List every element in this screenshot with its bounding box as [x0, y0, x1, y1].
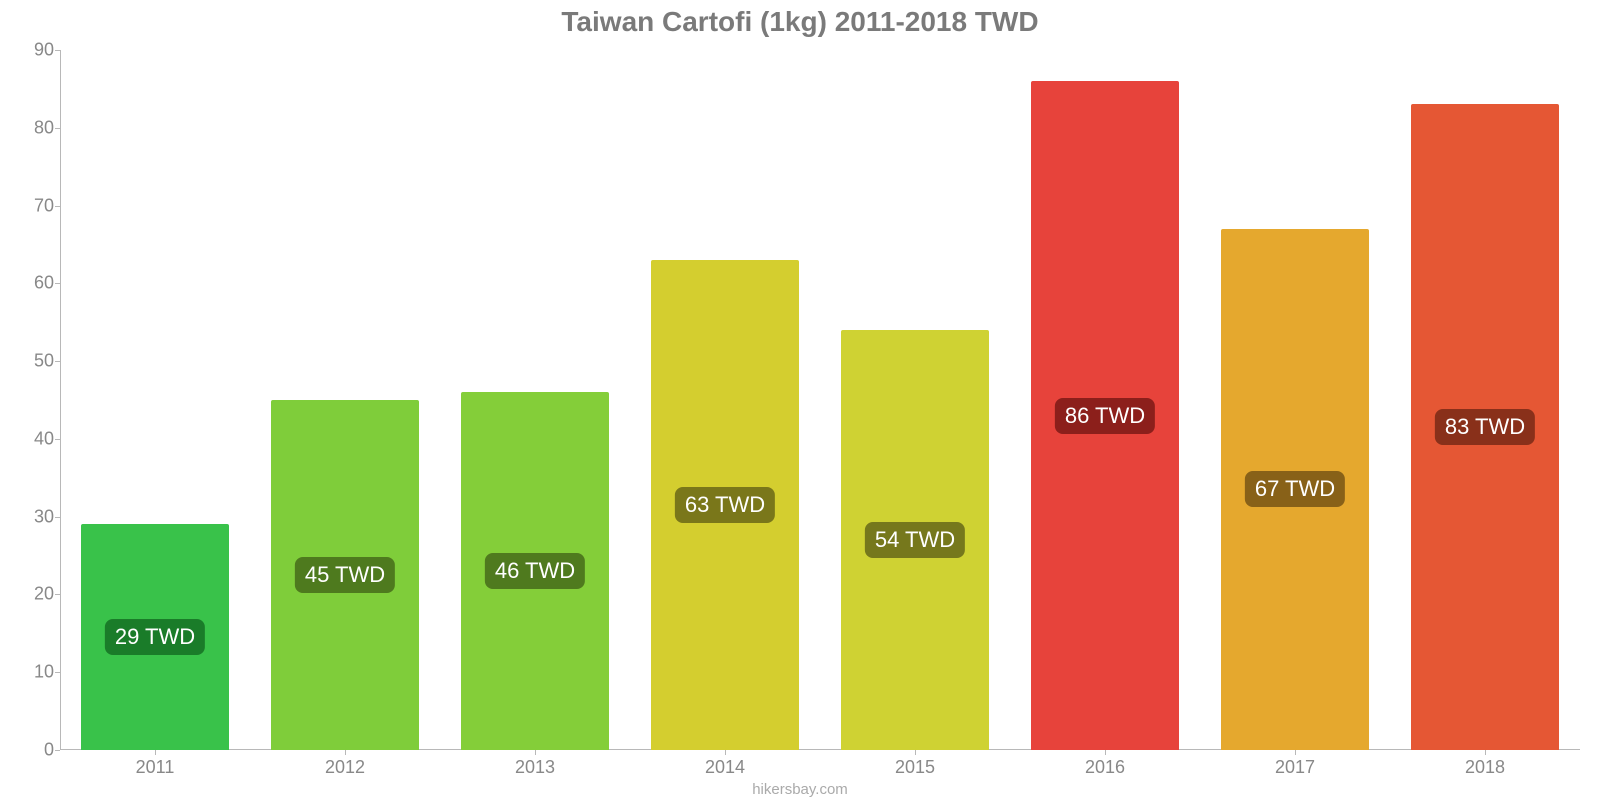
y-tick-mark [55, 672, 60, 673]
y-tick-label: 70 [16, 195, 54, 216]
bar-value-label: 54 TWD [865, 522, 965, 558]
x-tick-mark [1295, 750, 1296, 755]
y-tick-label: 20 [16, 584, 54, 605]
x-tick-mark [915, 750, 916, 755]
chart-footer: hikersbay.com [0, 781, 1600, 798]
x-tick-mark [155, 750, 156, 755]
x-tick-mark [725, 750, 726, 755]
x-tick-label: 2011 [136, 757, 175, 778]
x-tick-label: 2018 [1465, 757, 1505, 778]
y-tick-mark [55, 206, 60, 207]
bar-value-label: 29 TWD [105, 619, 205, 655]
y-tick-mark [55, 594, 60, 595]
plot-area: 010203040506070809029 TWD201145 TWD20124… [60, 50, 1580, 750]
bar-value-label: 83 TWD [1435, 409, 1535, 445]
x-tick-mark [1485, 750, 1486, 755]
x-tick-label: 2014 [705, 757, 745, 778]
y-tick-mark [55, 50, 60, 51]
x-tick-label: 2013 [515, 757, 555, 778]
chart-title: Taiwan Cartofi (1kg) 2011-2018 TWD [0, 6, 1600, 38]
y-tick-mark [55, 750, 60, 751]
chart-container: Taiwan Cartofi (1kg) 2011-2018 TWD 01020… [0, 0, 1600, 800]
bar-value-label: 46 TWD [485, 553, 585, 589]
x-tick-mark [1105, 750, 1106, 755]
y-tick-mark [55, 361, 60, 362]
y-tick-label: 10 [16, 662, 54, 683]
y-tick-label: 0 [16, 740, 54, 761]
y-tick-mark [55, 128, 60, 129]
y-tick-label: 40 [16, 428, 54, 449]
x-tick-label: 2017 [1275, 757, 1315, 778]
y-axis-line [60, 50, 61, 750]
bar-value-label: 63 TWD [675, 487, 775, 523]
x-tick-label: 2016 [1085, 757, 1125, 778]
bar-value-label: 86 TWD [1055, 398, 1155, 434]
bar-value-label: 45 TWD [295, 557, 395, 593]
y-tick-label: 90 [16, 40, 54, 61]
x-tick-mark [535, 750, 536, 755]
y-tick-label: 30 [16, 506, 54, 527]
y-tick-label: 60 [16, 273, 54, 294]
y-tick-label: 50 [16, 351, 54, 372]
x-tick-label: 2015 [895, 757, 935, 778]
bar-value-label: 67 TWD [1245, 471, 1345, 507]
y-tick-label: 80 [16, 117, 54, 138]
y-tick-mark [55, 517, 60, 518]
x-tick-mark [345, 750, 346, 755]
y-tick-mark [55, 283, 60, 284]
x-tick-label: 2012 [325, 757, 365, 778]
y-tick-mark [55, 439, 60, 440]
